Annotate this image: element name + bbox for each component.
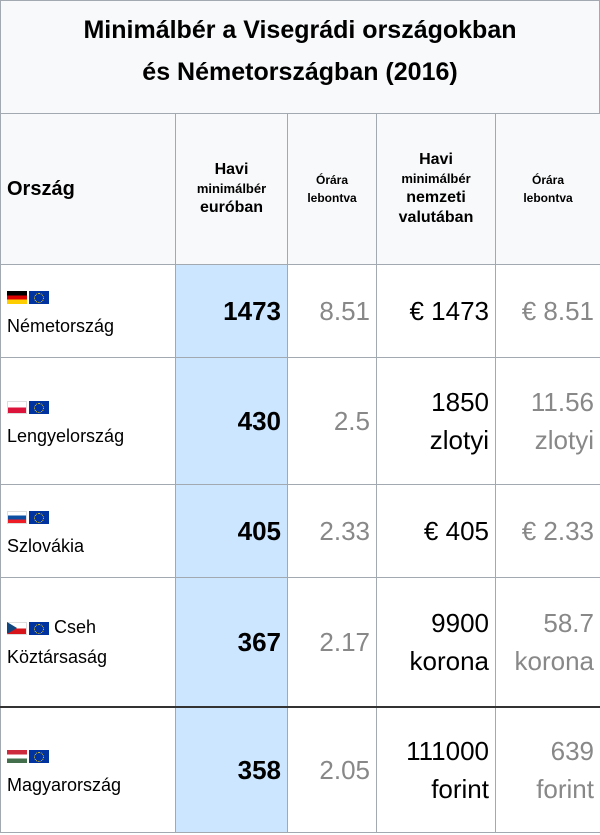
header-text: minimálbér: [401, 171, 471, 186]
monthly-eur-cell: 430: [175, 357, 288, 485]
hourly-national-cell: 639 forint: [495, 706, 600, 833]
eu-flag-icon: [29, 400, 49, 414]
header-row: Ország Havi minimálbér euróban Órára leb…: [0, 113, 600, 265]
header-text: lebontva: [523, 191, 573, 205]
header-text: Órára: [531, 173, 565, 187]
caption-line-2: és Németországban (2016): [142, 58, 458, 86]
header-text: Havi: [214, 161, 249, 178]
hourly-national-cell: € 2.33: [495, 484, 600, 578]
national-currency: korona: [409, 646, 490, 676]
monthly-eur-cell: 358: [175, 706, 288, 833]
monthly-eur-cell: 1473: [175, 264, 288, 358]
hourly-national-cell: € 8.51: [495, 264, 600, 358]
czech-flag-icon: [7, 621, 27, 635]
national-value: 111000: [406, 736, 489, 766]
germany-flag-icon: [7, 290, 27, 304]
country-cell: Magyarország: [0, 706, 176, 833]
header-country[interactable]: Ország: [0, 113, 176, 265]
slovakia-flag-icon: [7, 510, 27, 524]
hourly-national-value: 639: [550, 736, 594, 766]
monthly-eur-cell: 405: [175, 484, 288, 578]
hourly-national-currency: forint: [536, 774, 594, 804]
hourly-national-currency: zlotyi: [534, 425, 594, 455]
header-text: Havi: [419, 151, 453, 168]
national-currency: zlotyi: [429, 425, 489, 455]
country-name[interactable]: Szlovákia: [7, 536, 85, 556]
table-row: Németország 1473 8.51 € 1473 € 8.51: [0, 264, 600, 358]
national-value: € 1473: [409, 296, 489, 326]
hourly-national-cell: 58.7 korona: [495, 577, 600, 708]
monthly-national-cell: 111000 forint: [376, 706, 496, 833]
hourly-national-value: 11.56: [530, 387, 594, 417]
caption-line-1: Minimálbér a Visegrádi országokban: [83, 16, 517, 44]
country-name[interactable]: Lengyelország: [7, 426, 125, 446]
hourly-national-currency: korona: [514, 646, 595, 676]
country-name[interactable]: Németország: [7, 316, 115, 336]
national-currency: forint: [431, 774, 489, 804]
hourly-eur-cell: 8.51: [287, 264, 377, 358]
eu-flag-icon: [29, 290, 49, 304]
monthly-national-cell: 9900 korona: [376, 577, 496, 708]
monthly-national-cell: € 405: [376, 484, 496, 578]
country-name-part[interactable]: Cseh: [54, 617, 97, 637]
header-text: minimálbér: [196, 181, 267, 196]
monthly-national-cell: 1850 zlotyi: [376, 357, 496, 485]
table-row: Cseh Köztársaság 367 2.17 9900 korona 58…: [0, 577, 600, 708]
header-hourly-eur[interactable]: Órára lebontva: [287, 113, 377, 265]
header-text: Órára: [315, 173, 349, 187]
hourly-national-value: € 8.51: [521, 296, 594, 326]
hourly-national-value: 58.7: [543, 608, 594, 638]
hourly-eur-cell: 2.5: [287, 357, 377, 485]
hourly-national-value: € 2.33: [521, 516, 594, 546]
country-name[interactable]: Magyarország: [7, 775, 122, 795]
hourly-eur-cell: 2.33: [287, 484, 377, 578]
eu-flag-icon: [29, 510, 49, 524]
table-row: Magyarország 358 2.05 111000 forint 639 …: [0, 706, 600, 833]
header-text: lebontva: [307, 191, 357, 205]
header-monthly-national[interactable]: Havi minimálbér nemzeti valutában: [376, 113, 496, 265]
national-value: 1850: [431, 387, 489, 417]
monthly-eur-cell: 367: [175, 577, 288, 708]
header-monthly-eur[interactable]: Havi minimálbér euróban: [175, 113, 288, 265]
country-cell: Cseh Köztársaság: [0, 577, 176, 708]
country-cell: Szlovákia: [0, 484, 176, 578]
eu-flag-icon: [29, 749, 49, 763]
table-caption: Minimálbér a Visegrádi országokban és Né…: [0, 0, 600, 114]
header-text: euróban: [199, 199, 264, 216]
monthly-national-cell: € 1473: [376, 264, 496, 358]
header-text: valutában: [398, 209, 474, 226]
header-hourly-national[interactable]: Órára lebontva: [495, 113, 600, 265]
hourly-eur-cell: 2.05: [287, 706, 377, 833]
minimum-wage-table: Ország Havi minimálbér euróban Órára leb…: [0, 113, 600, 833]
header-text: nemzeti: [406, 189, 466, 206]
national-value: € 405: [423, 516, 489, 546]
country-cell: Németország: [0, 264, 176, 358]
hourly-national-cell: 11.56 zlotyi: [495, 357, 600, 485]
hungary-flag-icon: [7, 749, 27, 763]
table-row: Lengyelország 430 2.5 1850 zlotyi 11.56 …: [0, 357, 600, 485]
country-name[interactable]: Köztársaság: [7, 647, 108, 667]
table-row: Szlovákia 405 2.33 € 405 € 2.33: [0, 484, 600, 578]
national-value: 9900: [431, 608, 489, 638]
poland-flag-icon: [7, 400, 27, 414]
country-cell: Lengyelország: [0, 357, 176, 485]
hourly-eur-cell: 2.17: [287, 577, 377, 708]
eu-flag-icon: [29, 621, 49, 635]
